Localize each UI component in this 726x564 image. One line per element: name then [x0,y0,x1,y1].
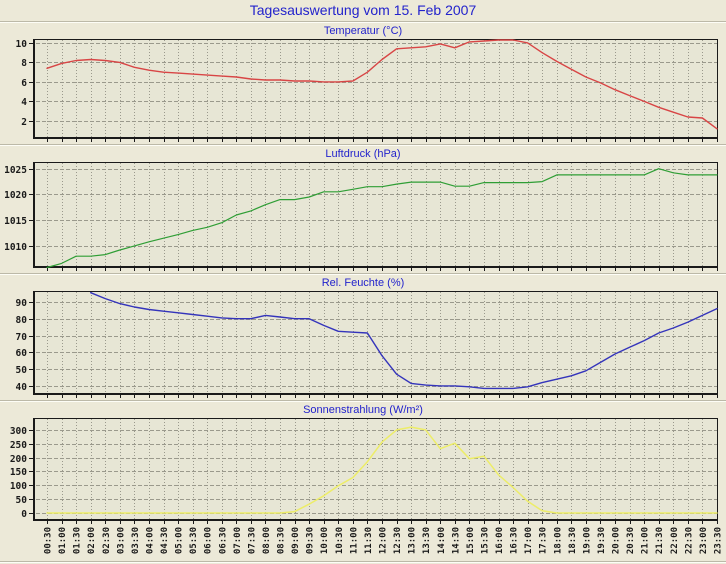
svg-text:1010: 1010 [4,242,27,253]
svg-text:22:30: 22:30 [684,527,694,554]
chart-section-humidity: Rel. Feuchte (%) 40 50 60 70 80 90 [0,277,726,400]
svg-text:12:30: 12:30 [393,527,403,554]
svg-text:19:00: 19:00 [582,527,592,554]
svg-text:80: 80 [16,315,28,326]
svg-text:15:30: 15:30 [480,527,490,554]
svg-text:06:30: 06:30 [218,527,228,554]
svg-text:20:30: 20:30 [626,527,636,554]
svg-text:17:00: 17:00 [524,527,534,554]
svg-text:07:30: 07:30 [247,527,257,554]
svg-text:14:30: 14:30 [451,527,461,554]
svg-text:11:30: 11:30 [364,527,374,554]
separator-bottom [0,561,726,563]
svg-text:200: 200 [10,454,27,465]
svg-text:250: 250 [10,440,27,451]
svg-text:1015: 1015 [4,216,27,227]
separator-top [0,21,726,23]
svg-text:0: 0 [21,509,27,520]
svg-text:01:30: 01:30 [73,527,83,554]
svg-text:2: 2 [21,117,27,128]
svg-text:12:00: 12:00 [379,527,389,554]
chart-canvas-temperature: 2 4 6 8 10 [16,39,718,142]
separator-1 [0,144,726,146]
svg-text:20:00: 20:00 [612,527,622,554]
svg-text:15:00: 15:00 [466,527,476,554]
svg-text:6: 6 [21,78,27,89]
separator-3 [0,400,726,402]
svg-text:02:30: 02:30 [102,527,112,554]
svg-text:14:00: 14:00 [437,527,447,554]
svg-text:150: 150 [10,467,27,478]
svg-text:10:30: 10:30 [335,527,345,554]
page-title: Tagesauswertung vom 15. Feb 2007 [249,2,477,18]
svg-text:1025: 1025 [4,165,27,176]
svg-text:16:30: 16:30 [510,527,520,554]
svg-text:04:00: 04:00 [145,527,155,554]
svg-text:07:00: 07:00 [233,527,243,554]
svg-text:01:00: 01:00 [58,527,68,554]
chart-title-humidity: Rel. Feuchte (%) [321,277,405,289]
chart-title-temperature: Temperatur (°C) [323,25,403,37]
svg-text:18:30: 18:30 [568,527,578,554]
chart-title-solar-radiation: Sonnenstrahlung (W/m²) [303,404,423,416]
svg-text:50: 50 [16,495,28,506]
svg-text:1020: 1020 [4,190,27,201]
chart-title-pressure: Luftdruck (hPa) [325,148,401,160]
svg-text:09:30: 09:30 [306,527,316,554]
chart-section-pressure: Luftdruck (hPa) 1010 1015 1020 1025 [0,148,726,273]
svg-text:4: 4 [21,97,27,108]
svg-text:08:30: 08:30 [277,527,287,554]
svg-text:70: 70 [16,332,28,343]
svg-text:100: 100 [10,481,27,492]
svg-text:300: 300 [10,426,27,437]
svg-text:40: 40 [16,382,28,393]
svg-text:04:30: 04:30 [160,527,170,554]
svg-text:09:00: 09:00 [291,527,301,554]
svg-text:16:00: 16:00 [495,527,505,554]
svg-text:02:00: 02:00 [87,527,97,554]
svg-text:08:00: 08:00 [262,527,272,554]
chart-section-temperature: Temperatur (°C) 2 4 6 8 10 [0,25,726,144]
svg-text:19:30: 19:30 [597,527,607,554]
svg-text:10: 10 [16,39,28,50]
svg-text:00:30: 00:30 [44,527,54,554]
svg-text:03:00: 03:00 [116,527,126,554]
chart-section-solar-radiation: Sonnenstrahlung (W/m²) 0 50 100 150 200 250 30… [0,404,726,561]
svg-text:10:00: 10:00 [320,527,330,554]
svg-text:8: 8 [21,58,27,69]
svg-text:05:30: 05:30 [189,527,199,554]
svg-text:21:00: 21:00 [641,527,651,554]
svg-text:21:30: 21:30 [655,527,665,554]
svg-text:90: 90 [16,298,28,309]
svg-text:13:00: 13:00 [408,527,418,554]
svg-text:11:00: 11:00 [349,527,359,554]
separator-2 [0,273,726,275]
svg-text:03:30: 03:30 [131,527,141,554]
chart-canvas-solar-radiation: 0 50 100 150 200 250 300 00:30 01:00 01:30 02:00 02… [10,418,724,554]
svg-text:23:30: 23:30 [714,527,724,554]
chart-canvas-humidity: 40 50 60 70 80 90 [16,291,718,398]
svg-text:50: 50 [16,365,28,376]
chart-canvas-pressure: 1010 1015 1020 1025 [4,162,718,271]
svg-text:05:00: 05:00 [175,527,185,554]
svg-text:17:30: 17:30 [539,527,549,554]
svg-text:18:00: 18:00 [553,527,563,554]
svg-text:23:00: 23:00 [699,527,709,554]
svg-text:06:00: 06:00 [204,527,214,554]
svg-text:22:00: 22:00 [670,527,680,554]
svg-text:60: 60 [16,348,28,359]
svg-text:13:30: 13:30 [422,527,432,554]
